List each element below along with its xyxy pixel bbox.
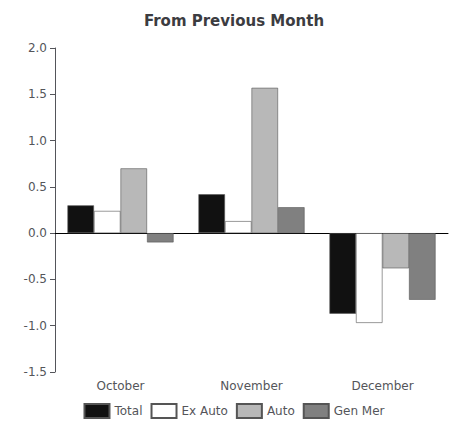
svg-text:-1.0: -1.0	[24, 319, 47, 333]
svg-text:1.0: 1.0	[28, 134, 47, 148]
svg-text:From Previous Month: From Previous Month	[144, 12, 324, 30]
svg-text:0.0: 0.0	[28, 226, 47, 240]
svg-text:Gen Mer: Gen Mer	[334, 404, 385, 418]
svg-text:0.5: 0.5	[28, 180, 47, 194]
svg-text:October: October	[96, 379, 144, 393]
svg-text:November: November	[220, 379, 282, 393]
svg-text:-0.5: -0.5	[24, 272, 47, 286]
svg-text:1.5: 1.5	[28, 87, 47, 101]
svg-text:Total: Total	[113, 404, 142, 418]
svg-text:-1.5: -1.5	[24, 365, 47, 379]
svg-text:December: December	[351, 379, 413, 393]
svg-text:Auto: Auto	[267, 404, 295, 418]
svg-text:Ex Auto: Ex Auto	[182, 404, 228, 418]
svg-text:2.0: 2.0	[28, 41, 47, 55]
